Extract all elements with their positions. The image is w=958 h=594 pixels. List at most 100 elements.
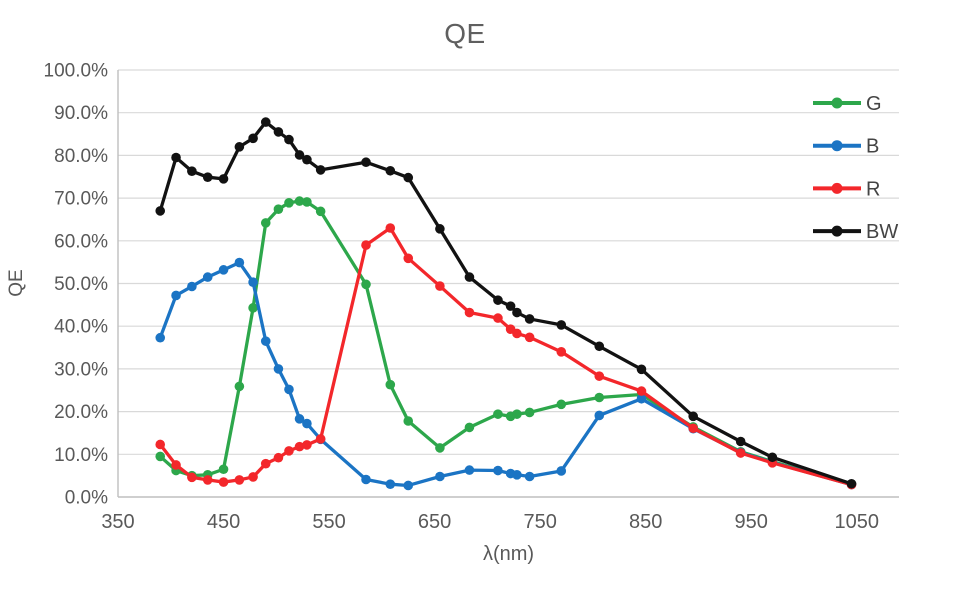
series-BW-marker [202, 172, 213, 182]
legend: GBR BW [813, 93, 898, 243]
series-R-marker [187, 472, 197, 483]
x-tick-label: 650 [418, 511, 451, 533]
series-B-marker [273, 364, 284, 374]
series-B-marker [155, 332, 166, 343]
series-B-marker [171, 290, 181, 301]
series-G-marker [273, 204, 284, 215]
series-R-marker [594, 371, 605, 381]
series-R-marker [524, 332, 535, 343]
series-B-marker [218, 265, 229, 275]
x-tick-label: 950 [735, 511, 768, 533]
series-BW-marker [302, 154, 312, 165]
legend-item-G: G [813, 93, 882, 115]
series-BW-marker [512, 307, 522, 318]
series-BW-marker [361, 157, 371, 168]
series-BW-marker [524, 314, 535, 324]
series-R [155, 223, 857, 490]
series-R-marker [512, 328, 522, 339]
series-BW-marker [234, 142, 245, 152]
series-B-marker [385, 479, 396, 489]
series-B-marker [556, 466, 567, 476]
series-B-marker [464, 465, 475, 475]
series-BW-marker [556, 320, 567, 330]
series-BW-marker [767, 452, 778, 463]
y-tick-labels: 0.0% 10.0% 20.0% 30.0% 40.0% 50.0% 60.0% 70.0% 8… [44, 61, 109, 509]
y-tick-label: 70.0% [54, 189, 108, 210]
series-BW-marker [218, 174, 229, 184]
series-B-marker [302, 418, 312, 429]
series-G-marker [435, 443, 445, 453]
series-BW-marker [505, 301, 516, 311]
y-tick-label: 0.0% [65, 488, 108, 509]
series-BW-marker [385, 165, 396, 176]
series-R-marker [248, 472, 258, 482]
x-tick-label: 450 [207, 511, 240, 533]
series-B-marker [435, 471, 445, 482]
series-G-marker [234, 381, 245, 392]
series-R-marker [636, 386, 647, 396]
legend-item-R: R [813, 178, 880, 200]
series-R-marker [464, 307, 475, 318]
series-B-marker [260, 336, 271, 346]
series-BW-marker [435, 224, 445, 234]
chart-title: QE [444, 18, 486, 49]
legend-label: R [866, 178, 880, 200]
gridlines [118, 69, 899, 455]
series-R-marker [234, 475, 245, 485]
series-B-marker [493, 465, 503, 476]
series-B-line [158, 260, 854, 488]
series-BW-marker [315, 165, 326, 175]
x-tick-label: 750 [523, 511, 556, 533]
series-BW-marker [464, 272, 475, 282]
x-tick-label: 550 [312, 511, 345, 533]
series-G-marker [524, 407, 535, 418]
series-B-marker [187, 281, 197, 292]
series-BW-marker [260, 117, 271, 127]
series-R-marker [284, 446, 294, 456]
series-BW-marker [403, 172, 414, 183]
series-B [155, 257, 857, 491]
series-BW-marker [636, 364, 647, 375]
series-G-marker [556, 399, 567, 410]
series-R-marker [218, 477, 229, 487]
series-BW-marker [688, 411, 698, 422]
series-BW-marker [248, 133, 258, 144]
series-R-marker [315, 434, 326, 444]
series-R-marker [260, 458, 271, 469]
legend-item-BW: BW [813, 221, 898, 243]
series-G-marker [361, 279, 371, 290]
series-G-marker [294, 196, 305, 206]
series-BW-marker [273, 127, 284, 137]
x-tick-label: 1050 [835, 511, 880, 533]
series-R-marker [302, 440, 312, 450]
series-B-marker [248, 277, 258, 288]
series-R-marker [294, 441, 305, 452]
series-G-marker [464, 422, 475, 433]
legend-swatch-marker [831, 182, 843, 194]
series-R-marker [556, 347, 567, 357]
series-BW-marker [284, 134, 294, 145]
series-B-marker [403, 480, 414, 491]
series-R-marker [385, 223, 396, 233]
series-R-marker [493, 313, 503, 323]
series-B-marker [636, 393, 647, 404]
legend-label: BW [866, 221, 898, 243]
series-G-marker [302, 197, 312, 207]
x-tick-label: 350 [101, 511, 134, 533]
series-B-marker [284, 384, 294, 395]
y-tick-label: 60.0% [54, 231, 108, 252]
series-BW-marker [294, 150, 305, 160]
series-R-marker [403, 253, 414, 264]
y-tick-label: 90.0% [54, 103, 108, 124]
x-axis-title: λ(nm) [482, 543, 535, 565]
series-G-marker [218, 464, 229, 475]
series-G-marker [260, 218, 271, 228]
legend-label: B [866, 136, 879, 158]
legend-swatch-marker [831, 97, 843, 109]
series-B-marker [361, 474, 371, 485]
series-R-marker [688, 423, 698, 434]
legend-label: G [866, 93, 882, 115]
series-BW-marker [155, 206, 166, 216]
